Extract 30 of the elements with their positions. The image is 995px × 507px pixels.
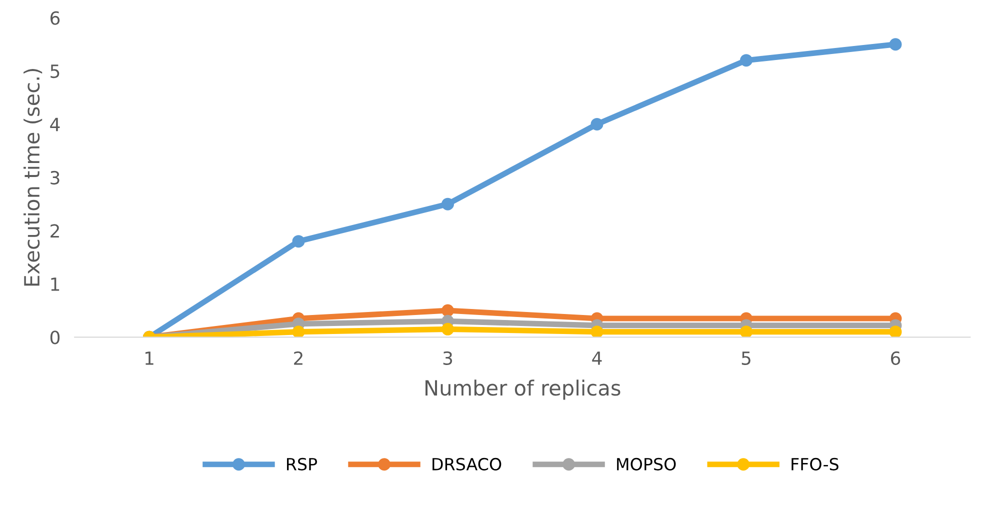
y-tick-label: 3 bbox=[50, 170, 60, 185]
point bbox=[740, 326, 752, 338]
y-tick-label: 1 bbox=[51, 278, 60, 291]
point bbox=[292, 235, 305, 248]
y-axis-title: Execution time (sec.) bbox=[24, 68, 42, 286]
x-tick-label: 5 bbox=[742, 352, 750, 366]
legend-label: RSP bbox=[287, 458, 318, 470]
y-tick-label: 2 bbox=[50, 224, 59, 238]
y-tick-label: 5 bbox=[50, 64, 60, 78]
x-tick-label: 3 bbox=[443, 351, 452, 366]
y-tick-label: 6 bbox=[50, 11, 60, 25]
legend-label: DRSACO bbox=[432, 458, 502, 470]
y-tick-label: 0 bbox=[50, 330, 60, 344]
x-tick-label: 1 bbox=[145, 352, 154, 365]
x-axis-title: Number of replicas bbox=[426, 380, 620, 400]
point bbox=[442, 304, 454, 317]
point bbox=[590, 118, 604, 130]
legend-label: FFO-S bbox=[792, 458, 838, 470]
point bbox=[740, 54, 752, 67]
point bbox=[889, 326, 902, 338]
point bbox=[292, 326, 305, 338]
legend-label: MOPSO bbox=[617, 458, 676, 470]
x-tick-label: 2 bbox=[294, 351, 302, 365]
point bbox=[889, 38, 902, 51]
point bbox=[590, 326, 604, 338]
point bbox=[442, 322, 454, 336]
y-tick-label: 4 bbox=[50, 118, 60, 132]
point bbox=[442, 198, 454, 210]
x-tick-label: 4 bbox=[592, 352, 602, 365]
x-tick-label: 6 bbox=[891, 351, 900, 366]
